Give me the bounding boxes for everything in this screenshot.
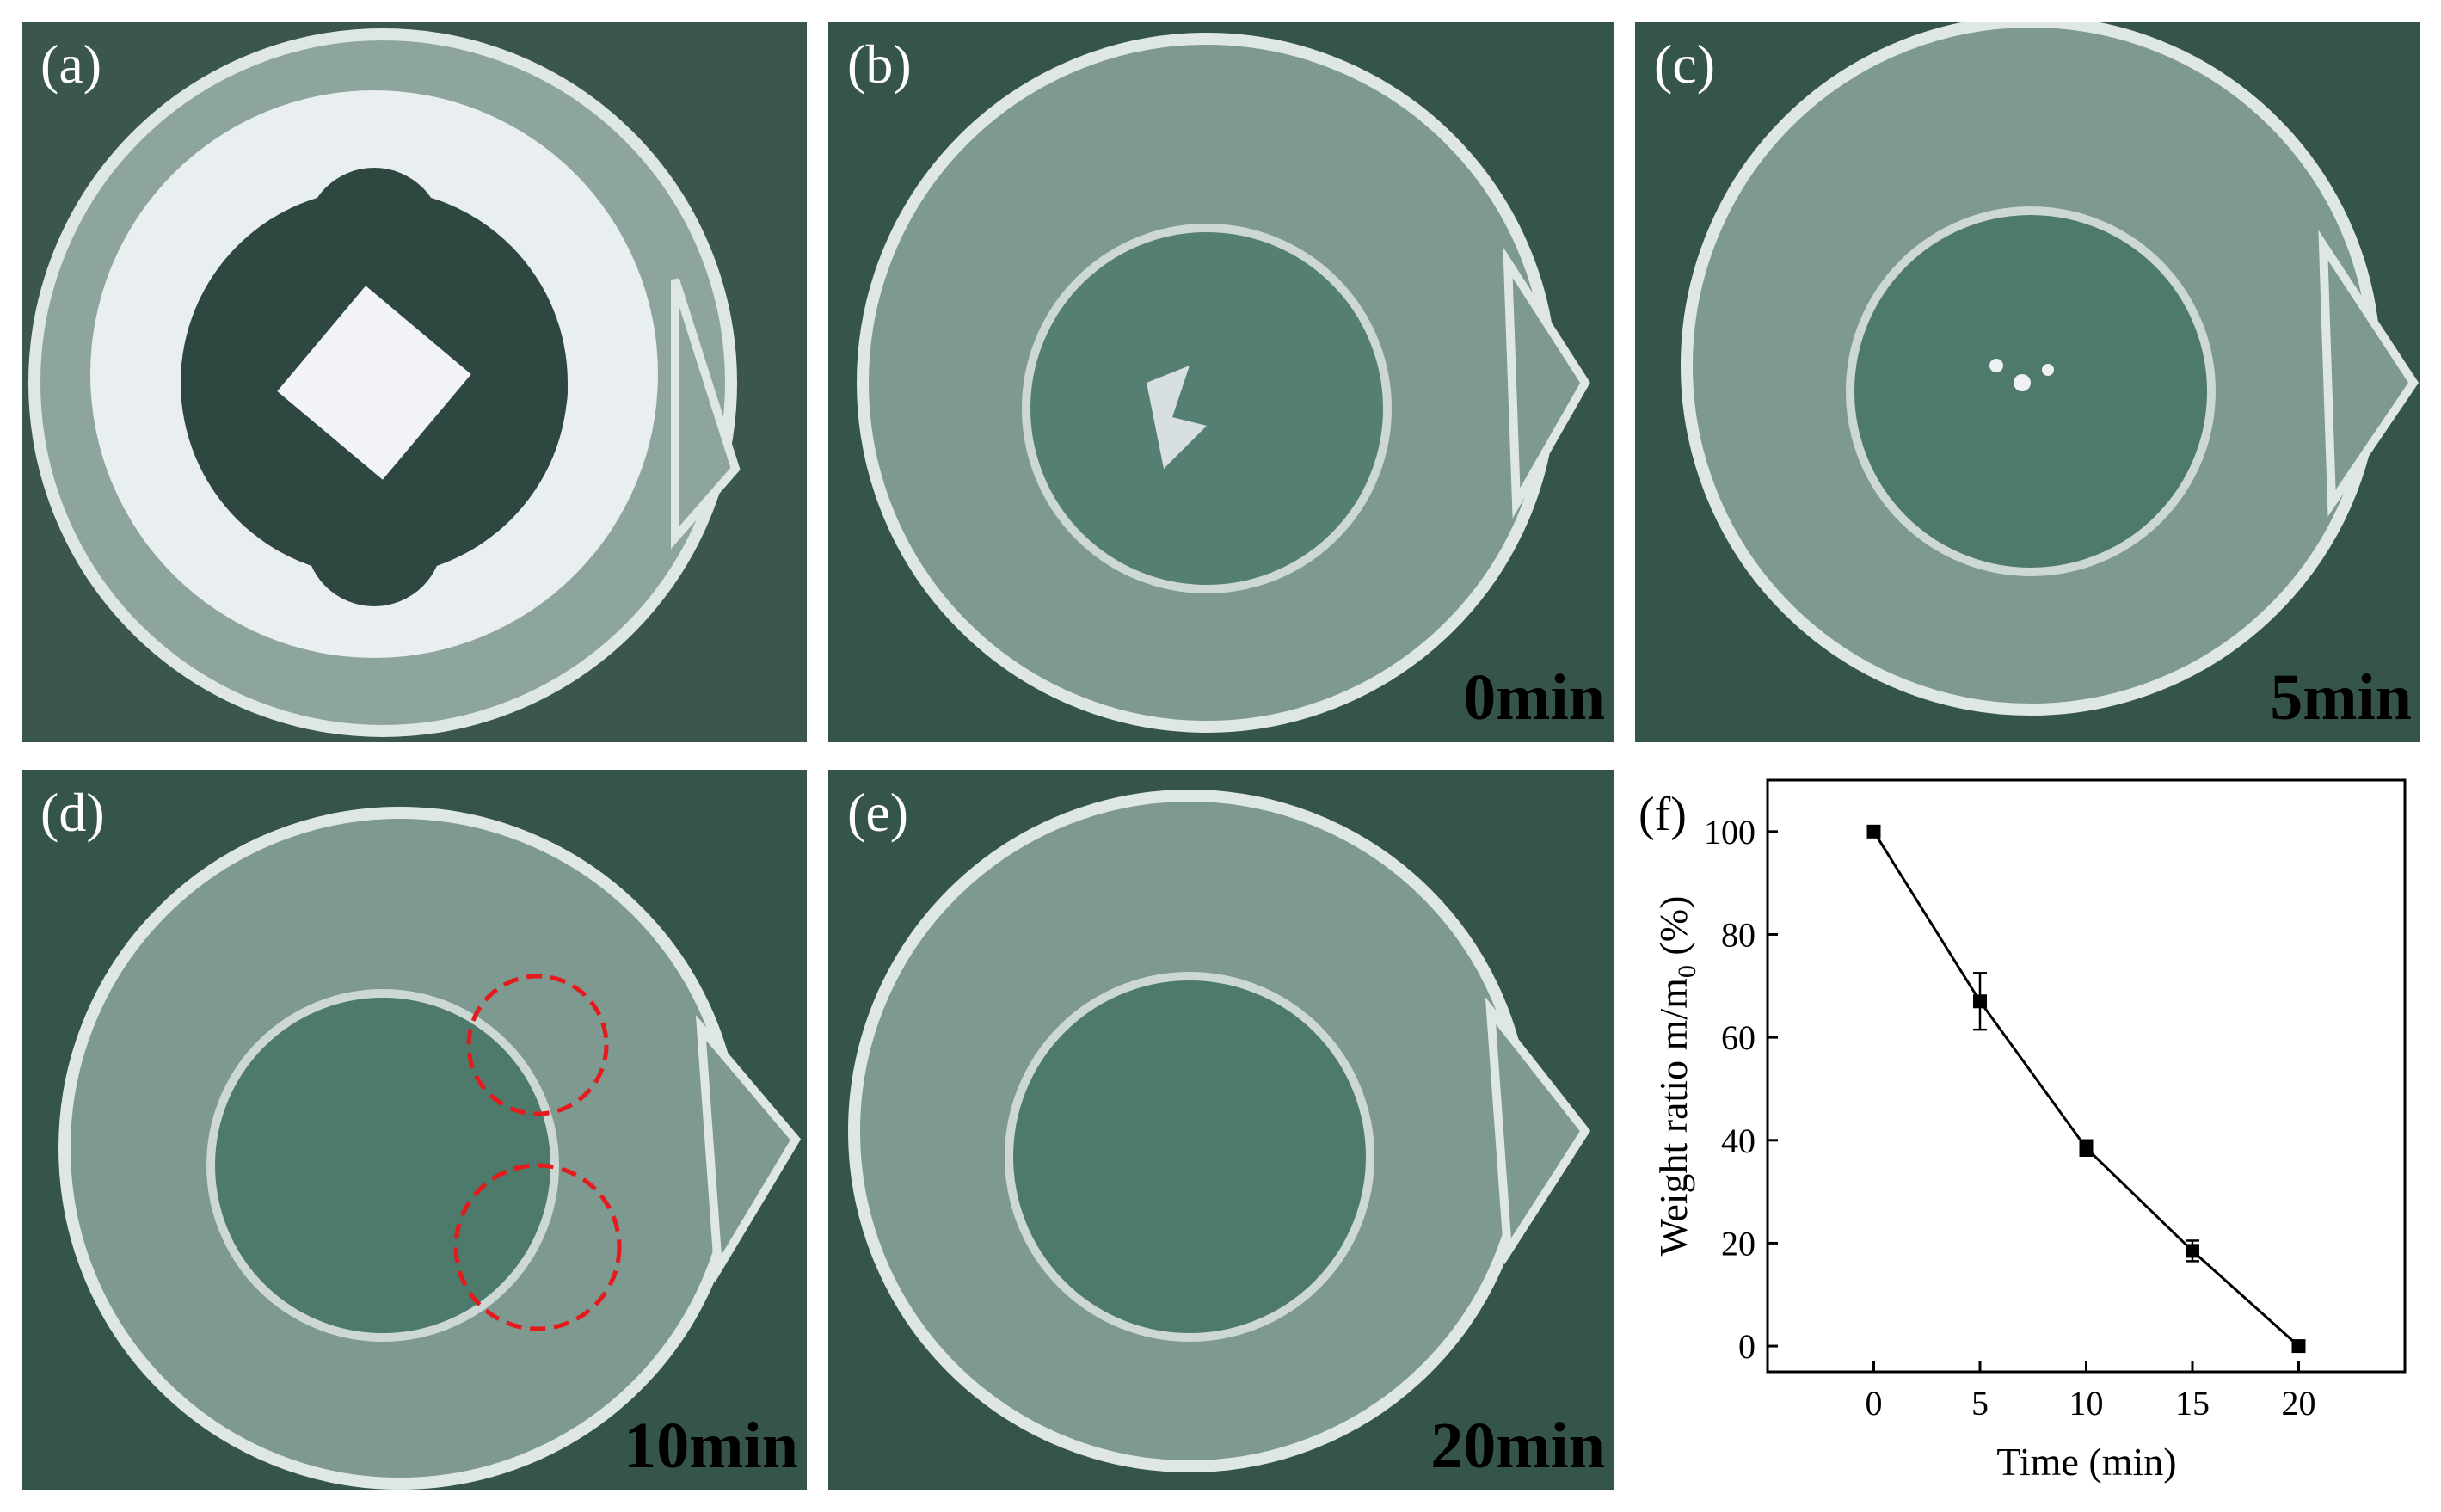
chart-panel-label: (f) — [1639, 788, 1687, 841]
dissolving-film — [1147, 366, 1207, 469]
y-tick-label: 60 — [1721, 1018, 1755, 1057]
beaker-spout — [695, 1015, 802, 1283]
plot-frame — [1766, 778, 2407, 1374]
y-tick-label: 40 — [1721, 1122, 1755, 1160]
data-point — [1973, 994, 1987, 1009]
data-point — [1866, 824, 1881, 839]
x-axis-label: Time (min) — [1996, 1440, 2176, 1484]
x-tick-label: 15 — [2175, 1384, 2210, 1423]
x-tick-label: 20 — [2282, 1384, 2316, 1423]
time-label-b: 0min — [1463, 661, 1605, 734]
highlight-circle-2 — [453, 1163, 622, 1331]
highlight-circle-1 — [466, 974, 609, 1116]
data-point — [2079, 1140, 2094, 1155]
beaker-photo-a — [22, 22, 807, 742]
photo-panel-a: (a) — [22, 22, 807, 742]
data-point — [2291, 1339, 2306, 1354]
time-label-e: 20min — [1430, 1410, 1605, 1482]
y-tick-label: 0 — [1738, 1327, 1755, 1366]
beaker-photo-e — [828, 770, 1614, 1490]
beaker-spout — [1485, 997, 1591, 1265]
panel-label-d: (d) — [40, 782, 105, 843]
y-tick-label: 20 — [1721, 1224, 1755, 1263]
y-tick-label: 80 — [1721, 915, 1755, 954]
x-tick-label: 5 — [1971, 1384, 1989, 1423]
beaker-base — [1005, 972, 1374, 1342]
panel-label-e: (e) — [847, 782, 909, 843]
y-axis-label-main: Weight ratio m/m — [1651, 978, 1695, 1257]
panel-label-c: (c) — [1654, 34, 1716, 95]
y-axis-label-tail: (%) — [1651, 896, 1695, 965]
photo-panel-b: (b) 0min — [828, 22, 1614, 742]
y-axis-label-sub: 0 — [1673, 965, 1701, 978]
panel-label-a: (a) — [40, 34, 102, 95]
photo-panel-c: (c) 5min — [1635, 22, 2420, 742]
time-label-c: 5min — [2270, 661, 2412, 734]
x-tick-label: 10 — [2069, 1384, 2104, 1423]
beaker-photo-c — [1635, 22, 2420, 742]
beaker-photo-b — [828, 22, 1614, 742]
beaker-base — [1846, 206, 2216, 576]
panel-label-b: (b) — [847, 34, 912, 95]
x-tick-label: 0 — [1866, 1384, 1883, 1423]
photo-panel-d: (d) 10min — [22, 770, 807, 1490]
data-point — [2186, 1244, 2199, 1258]
beaker-spout — [671, 278, 741, 550]
photo-panel-e: (e) 20min — [828, 770, 1614, 1490]
beaker-spout — [2318, 230, 2419, 517]
film-sample — [277, 286, 471, 480]
beaker-spout — [1503, 246, 1590, 519]
y-axis-label: Weight ratio m/m0 (%) — [1651, 896, 1701, 1257]
y-tick-label: 100 — [1704, 813, 1755, 851]
beaker-base — [206, 989, 559, 1342]
beaker-base — [1022, 224, 1392, 593]
beaker-photo-d — [22, 770, 807, 1490]
time-label-d: 10min — [624, 1410, 798, 1482]
